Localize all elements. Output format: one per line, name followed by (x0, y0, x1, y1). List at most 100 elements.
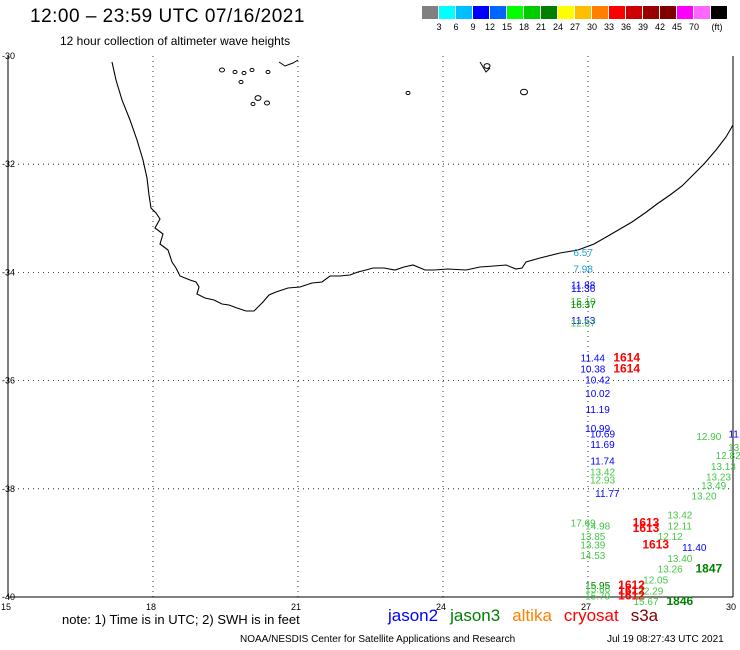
wave-height-label: 12.05 (643, 575, 668, 586)
map-title: 12:00 – 23:59 UTC 07/16/2021 (30, 6, 305, 27)
legend-label: 27 (569, 22, 581, 32)
map-grid (7, 56, 734, 598)
island (520, 88, 528, 96)
wave-height-label: 12.82 (716, 451, 740, 462)
lat-tick-label: -30 (2, 51, 15, 61)
wave-height-label: 11.88 (571, 281, 596, 292)
island (483, 63, 491, 69)
legend-swatch (439, 6, 456, 19)
legend-label: 36 (620, 22, 632, 32)
legend-swatch (541, 6, 558, 19)
wave-height-label: 10.42 (585, 375, 610, 386)
wave-height-label: 13.49 (701, 481, 726, 492)
legend-label: 9 (470, 22, 476, 32)
island (254, 95, 262, 101)
wave-height-label: 14.53 (580, 551, 605, 562)
island (219, 67, 225, 73)
wave-height-label: 7.98 (573, 264, 593, 275)
legend-label: 21 (535, 22, 547, 32)
wave-height-label: 10.38 (580, 364, 605, 375)
legend-swatch (473, 6, 490, 19)
wave-height-label: 15.66 (585, 585, 610, 596)
wave-height-label: 15.67 (633, 597, 658, 608)
legend-label: 70 (688, 22, 700, 32)
wave-height-label: 13.13 (711, 462, 736, 473)
wave-height-label: 11.77 (595, 489, 620, 500)
legend-swatch (422, 6, 439, 19)
legend-swatch (660, 6, 677, 19)
wave-height-label: 11.19 (586, 405, 611, 416)
wave-height-label: 12.11 (668, 521, 693, 532)
wave-height-label: 1613 (633, 516, 660, 530)
wave-height-label: 14.98 (585, 521, 610, 532)
wave-height-label: 11.69 (590, 440, 615, 451)
wave-height-label: 15.79 (585, 592, 610, 603)
legend-label: 3 (436, 22, 442, 32)
legend-label: 33 (603, 22, 615, 32)
legend-swatch (711, 6, 728, 19)
credit-organization: NOAA/NESDIS Center for Satellite Applica… (240, 634, 516, 645)
lat-tick-label: -36 (2, 376, 15, 386)
legend-label: 12 (484, 22, 496, 32)
wave-height-label: 1614 (613, 351, 640, 365)
wave-height-label: 1612 (618, 578, 645, 592)
legend-swatch (456, 6, 473, 19)
wave-height-label: 17.69 (571, 519, 596, 530)
wave-height-label: 12.87 (571, 319, 596, 330)
wave-height-label: 16.37 (571, 300, 596, 311)
legend-label: 30 (586, 22, 598, 32)
wave-height-label: 15.95 (585, 581, 610, 592)
satellite-jason2-label: jason2 (388, 606, 439, 625)
island (265, 69, 271, 75)
lon-tick-label: 15 (1, 602, 11, 612)
wave-height-label: 15.10 (571, 297, 596, 308)
coast-fragment (278, 59, 299, 67)
wave-height-label: 12.93 (590, 475, 615, 486)
wave-height-label: 1613 (633, 521, 660, 535)
lat-tick-label: -32 (2, 159, 15, 169)
island (232, 69, 238, 75)
satellite-cryosat-label: cryosat (563, 606, 619, 625)
coast-fragment (479, 61, 491, 73)
satellite-altika-label: altika (512, 606, 552, 625)
wave-height-label: 11.40 (682, 543, 707, 554)
wave-height-label: 13.26 (658, 565, 683, 576)
island (238, 79, 244, 85)
satellite-jason3-label: jason3 (450, 606, 501, 625)
legend-label: 18 (518, 22, 530, 32)
legend-swatch (507, 6, 524, 19)
wave-height-label: 10.02 (585, 389, 610, 400)
legend-label: 6 (453, 22, 459, 32)
legend-swatch (677, 6, 694, 19)
wave-height-label: 10.99 (585, 424, 610, 435)
legend-label: 39 (637, 22, 649, 32)
legend-label: 15 (501, 22, 513, 32)
island (264, 100, 270, 106)
legend-swatch (609, 6, 626, 19)
credit-timestamp: Jul 19 08:27:43 UTC 2021 (607, 634, 724, 645)
wave-height-label: 11.36 (571, 284, 596, 295)
lat-tick-label: -34 (2, 267, 15, 277)
wave-height-label: 12.29 (638, 586, 663, 597)
lat-tick-label: -40 (2, 592, 15, 602)
island (249, 67, 255, 73)
satellite-legend: jason2 jason3 altika cryosat s3a (388, 606, 670, 626)
wave-height-label: 6.57 (573, 248, 593, 259)
wave-height-label: 11.44 (581, 354, 606, 365)
wave-height-label: 1612 (618, 583, 645, 597)
lon-tick-label: 30 (726, 602, 736, 612)
wave-height-label: 1614 (613, 361, 640, 375)
footer-note: note: 1) Time is in UTC; 2) SWH is in fe… (62, 612, 300, 627)
satellite-s3a-label: s3a (630, 606, 659, 625)
lon-tick-label: 24 (436, 602, 446, 612)
wave-height-label: 13.42 (667, 511, 692, 522)
wave-height-label: 11.74 (590, 456, 615, 467)
legend-label: 45 (671, 22, 683, 32)
legend-swatch (643, 6, 660, 19)
color-legend-bar (422, 6, 728, 19)
legend-swatch (626, 6, 643, 19)
wave-height-label: 12.12 (658, 532, 683, 543)
